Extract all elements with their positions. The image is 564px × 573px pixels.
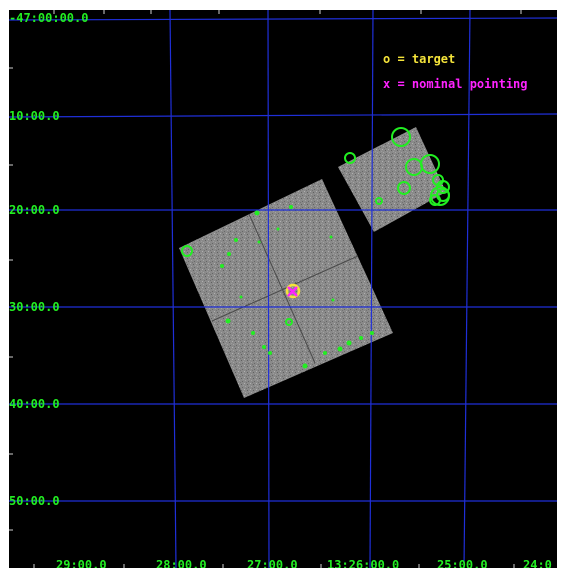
source-point — [257, 240, 261, 244]
source-point — [220, 264, 224, 268]
sky-image-frame: o = target x = nominal pointing -47:00:0… — [9, 10, 557, 568]
source-point — [323, 351, 327, 355]
source-region — [285, 318, 293, 326]
grid-line-ra — [369, 10, 374, 568]
source-point — [276, 227, 280, 231]
source-point — [359, 336, 363, 340]
secondary-detector-chip — [338, 127, 446, 232]
legend-target: o = target — [383, 52, 456, 66]
dec-label: 10:00.0 — [9, 109, 60, 123]
source-point — [239, 295, 243, 299]
grid-line-dec — [9, 113, 557, 118]
grid-line-dec — [9, 17, 557, 21]
ra-label: 28:00.0 — [156, 558, 207, 568]
dec-label: 20:00.0 — [9, 203, 60, 217]
source-region — [397, 181, 411, 195]
source-region — [181, 245, 193, 257]
sky-image — [9, 10, 557, 568]
ra-label: 24:0 — [523, 558, 552, 568]
detected-sources — [181, 127, 450, 326]
chip-gap — [248, 213, 316, 364]
source-point — [337, 346, 343, 352]
point-sources — [220, 205, 374, 369]
dec-label: -47:00:00.0 — [9, 11, 89, 25]
source-point — [234, 238, 238, 242]
chip-gap — [211, 255, 359, 322]
ra-label: 27:00.0 — [247, 558, 298, 568]
nominal-pointing-marker — [287, 286, 298, 297]
source-point — [329, 235, 333, 239]
source-point — [331, 298, 335, 302]
dec-label: 30:00.0 — [9, 300, 60, 314]
source-point — [268, 351, 272, 355]
source-region — [375, 197, 383, 205]
coordinate-grid — [9, 10, 557, 568]
grid-line-ra — [463, 10, 471, 568]
ra-label: 25:00.0 — [437, 558, 488, 568]
source-point — [251, 331, 255, 335]
ra-label: 13:26:00.0 — [327, 558, 400, 568]
detector-chips — [179, 127, 446, 398]
grid-line-ra — [169, 10, 177, 568]
source-point — [370, 331, 374, 335]
dec-label: 40:00.0 — [9, 397, 60, 411]
dec-label: 50:00.0 — [9, 494, 60, 508]
target-marker — [285, 283, 301, 299]
legend-nominal-pointing: x = nominal pointing — [383, 77, 528, 91]
source-region — [344, 152, 356, 164]
source-region — [420, 154, 440, 174]
source-point — [254, 210, 260, 216]
source-point — [262, 345, 266, 349]
source-region — [429, 194, 441, 206]
ra-label: 29:00.0 — [56, 558, 107, 568]
grid-line-ra — [267, 10, 270, 568]
source-point — [302, 363, 308, 369]
source-point — [346, 340, 352, 346]
source-point — [225, 318, 231, 324]
source-point — [227, 252, 231, 256]
source-region — [391, 127, 411, 147]
axis-ticks — [9, 10, 522, 568]
source-point — [289, 205, 293, 209]
